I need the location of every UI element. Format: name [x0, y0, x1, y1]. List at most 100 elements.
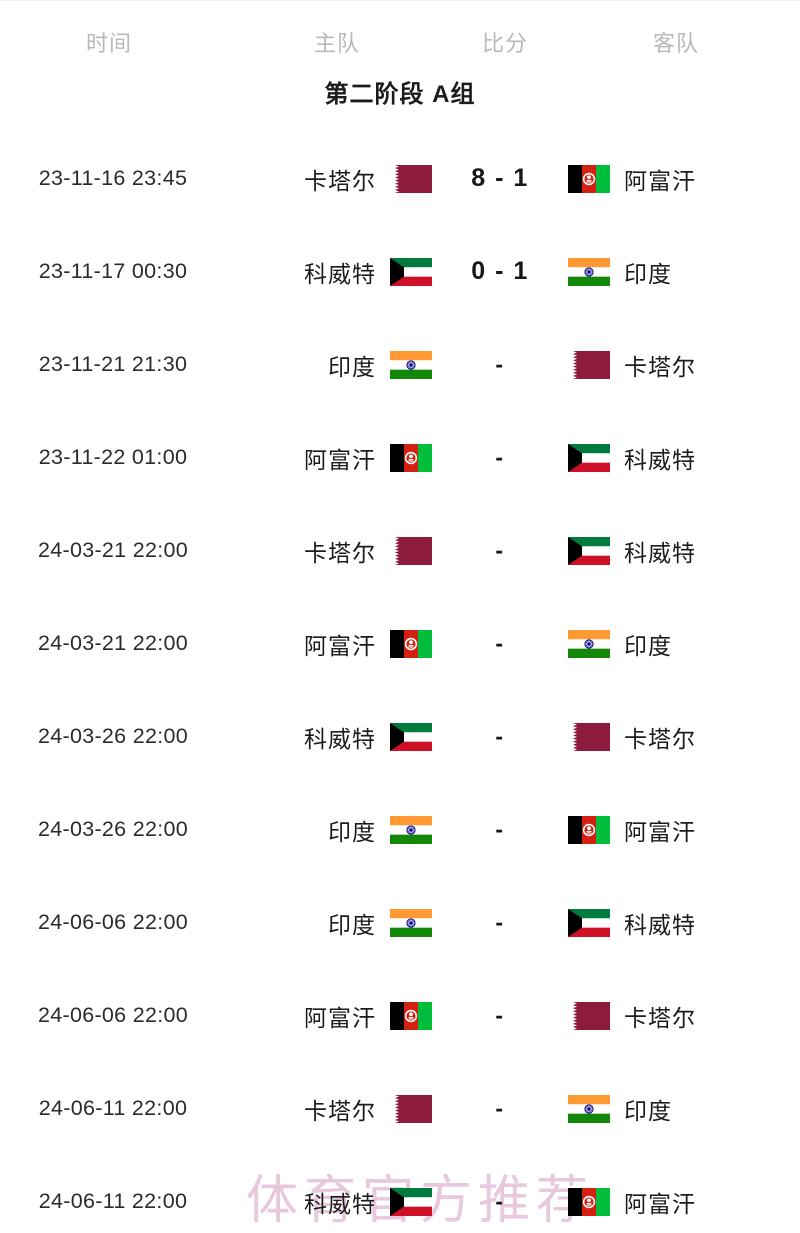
home-team[interactable]: 科威特 — [230, 225, 440, 318]
match-datetime: 23-11-16 23:45 — [38, 166, 188, 190]
match-row[interactable]: 24-03-26 22:00 科威特 - 卡塔尔 — [0, 690, 800, 783]
away-team-name: 科威特 — [624, 446, 696, 473]
home-team-name: 科威特 — [304, 260, 376, 287]
home-team[interactable]: 科威特 — [230, 1155, 440, 1233]
match-row[interactable]: 23-11-17 00:30 科威特 0 - 1 印度 — [0, 225, 800, 318]
match-score: - — [495, 630, 505, 656]
india-flag — [390, 815, 432, 844]
match-datetime: 24-06-11 22:00 — [38, 1096, 188, 1120]
away-team[interactable]: 印度 — [560, 1062, 790, 1155]
away-team[interactable]: 科威特 — [560, 504, 790, 597]
group-title: 第二阶段 A组 — [324, 81, 476, 108]
afghanistan-flag — [390, 443, 432, 472]
home-team[interactable]: 科威特 — [230, 690, 440, 783]
away-team-name: 卡塔尔 — [624, 725, 696, 752]
column-header-away: 客队 — [652, 31, 699, 56]
home-team[interactable]: 卡塔尔 — [230, 132, 440, 225]
away-team-name: 印度 — [624, 632, 672, 659]
away-team[interactable]: 印度 — [560, 225, 790, 318]
away-team[interactable]: 阿富汗 — [560, 132, 790, 225]
india-flag — [390, 350, 432, 379]
india-flag — [568, 629, 610, 658]
kuwait-flag — [390, 257, 432, 286]
match-row[interactable]: 24-03-21 22:00 阿富汗 - 印度 — [0, 597, 800, 690]
match-datetime: 24-03-21 22:00 — [37, 538, 189, 562]
table-header: 时间 主队 比分 客队 — [0, 26, 800, 62]
afghanistan-flag — [568, 1187, 610, 1216]
column-header-time: 时间 — [85, 31, 132, 56]
away-team[interactable]: 阿富汗 — [560, 783, 790, 876]
away-team[interactable]: 科威特 — [560, 411, 790, 504]
kuwait-flag — [568, 908, 610, 937]
match-list: 23-11-16 23:45 卡塔尔 8 - 1 阿富汗 23-11-17 00:30 科… — [0, 132, 800, 1233]
match-row[interactable]: 24-06-11 22:00 卡塔尔 - 印度 — [0, 1062, 800, 1155]
home-team-name: 印度 — [328, 818, 376, 845]
match-row[interactable]: 24-03-21 22:00 卡塔尔 - 科威特 — [0, 504, 800, 597]
home-team[interactable]: 印度 — [230, 876, 440, 969]
match-score: - — [495, 1188, 505, 1214]
away-team[interactable]: 卡塔尔 — [560, 690, 790, 783]
home-team-name: 阿富汗 — [304, 632, 376, 659]
match-row[interactable]: 23-11-21 21:30 印度 - 卡塔尔 — [0, 318, 800, 411]
home-team-name: 印度 — [328, 911, 376, 938]
match-row[interactable]: 24-06-06 22:00 阿富汗 - 卡塔尔 — [0, 969, 800, 1062]
home-team[interactable]: 印度 — [230, 318, 440, 411]
home-team[interactable]: 印度 — [230, 783, 440, 876]
away-team[interactable]: 印度 — [560, 597, 790, 690]
kuwait-flag — [568, 536, 610, 565]
top-divider — [0, 0, 800, 1]
match-row[interactable]: 23-11-16 23:45 卡塔尔 8 - 1 阿富汗 — [0, 132, 800, 225]
match-score: - — [495, 1095, 505, 1121]
match-datetime: 24-06-11 22:00 — [38, 1189, 188, 1213]
away-team-name: 印度 — [624, 1097, 672, 1124]
away-team[interactable]: 科威特 — [560, 876, 790, 969]
away-team[interactable]: 卡塔尔 — [560, 969, 790, 1062]
away-team-name: 卡塔尔 — [624, 353, 696, 380]
away-team-name: 卡塔尔 — [624, 1004, 696, 1031]
india-flag — [568, 1094, 610, 1123]
home-team[interactable]: 阿富汗 — [230, 969, 440, 1062]
kuwait-flag — [568, 443, 610, 472]
home-team[interactable]: 阿富汗 — [230, 597, 440, 690]
match-row[interactable]: 24-06-11 22:00 科威特 - 阿富汗 — [0, 1155, 800, 1233]
match-row[interactable]: 23-11-22 01:00 阿富汗 - 科威特 — [0, 411, 800, 504]
match-datetime: 24-06-06 22:00 — [37, 910, 189, 934]
home-team[interactable]: 卡塔尔 — [230, 504, 440, 597]
away-team[interactable]: 阿富汗 — [560, 1155, 790, 1233]
match-score: 0 - 1 — [471, 257, 529, 285]
afghanistan-flag — [390, 1001, 432, 1030]
kuwait-flag — [390, 1187, 432, 1216]
match-row[interactable]: 24-03-26 22:00 印度 - 阿富汗 — [0, 783, 800, 876]
home-team-name: 科威特 — [304, 1190, 376, 1217]
india-flag — [568, 257, 610, 286]
match-score: - — [495, 1002, 505, 1028]
away-team-name: 印度 — [624, 260, 672, 287]
qatar-flag — [568, 1001, 610, 1030]
match-score: - — [495, 723, 505, 749]
match-datetime: 23-11-17 00:30 — [38, 259, 188, 283]
away-team-name: 阿富汗 — [624, 1190, 696, 1217]
match-datetime: 23-11-22 01:00 — [38, 445, 188, 469]
match-score: - — [495, 816, 505, 842]
home-team-name: 卡塔尔 — [304, 1097, 376, 1124]
home-team-name: 卡塔尔 — [304, 167, 376, 194]
match-datetime: 24-06-06 22:00 — [37, 1003, 189, 1027]
match-row[interactable]: 24-06-06 22:00 印度 - 科威特 — [0, 876, 800, 969]
qatar-flag — [568, 350, 610, 379]
away-team[interactable]: 卡塔尔 — [560, 318, 790, 411]
match-score: 8 - 1 — [471, 164, 529, 192]
home-team-name: 阿富汗 — [304, 1004, 376, 1031]
qatar-flag — [390, 536, 432, 565]
home-team[interactable]: 卡塔尔 — [230, 1062, 440, 1155]
home-team-name: 科威特 — [304, 725, 376, 752]
afghanistan-flag — [390, 629, 432, 658]
match-datetime: 23-11-21 21:30 — [38, 352, 188, 376]
match-score: - — [495, 351, 505, 377]
home-team[interactable]: 阿富汗 — [230, 411, 440, 504]
home-team-name: 印度 — [328, 353, 376, 380]
home-team-name: 卡塔尔 — [304, 539, 376, 566]
match-datetime: 24-03-26 22:00 — [37, 724, 189, 748]
match-score: - — [495, 909, 505, 935]
match-score: - — [495, 444, 505, 470]
